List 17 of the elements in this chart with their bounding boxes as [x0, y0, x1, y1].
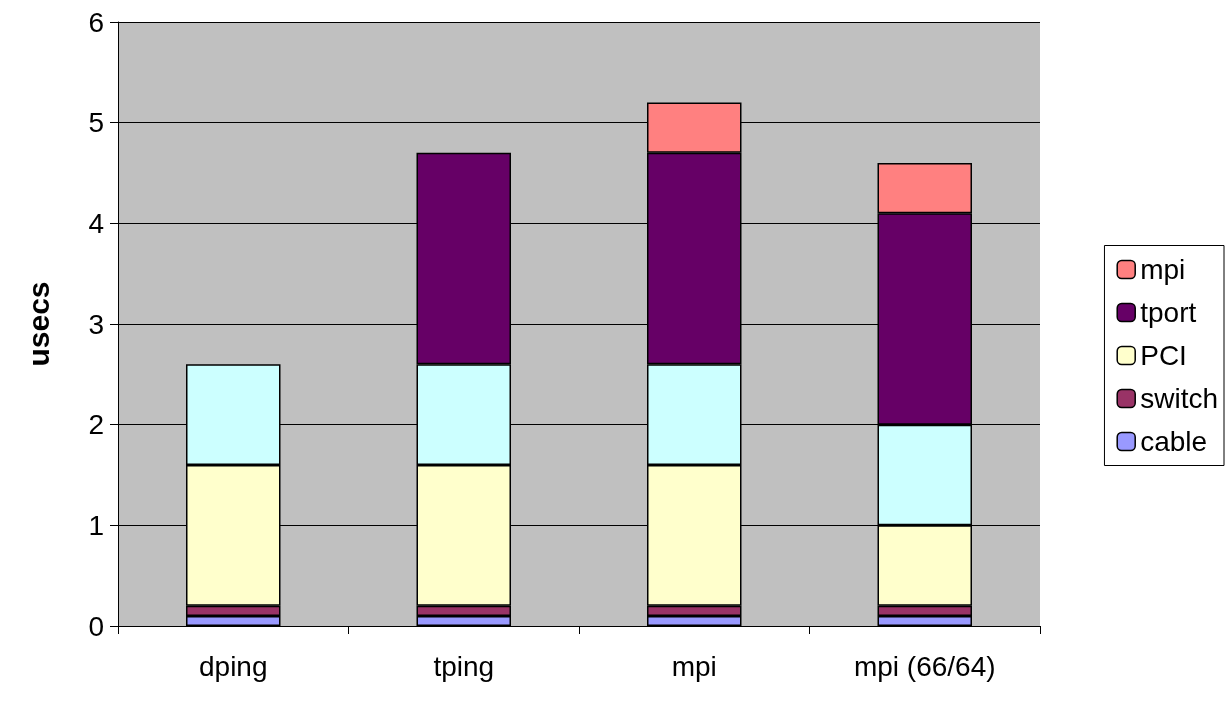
- y-tick-label: 2: [88, 409, 104, 441]
- y-tick-label: 5: [88, 107, 104, 139]
- y-tick-label: 1: [88, 509, 104, 541]
- y-tick-label: 6: [88, 6, 104, 38]
- legend-label: tport: [1140, 297, 1197, 328]
- legend-label: mpi: [1140, 254, 1186, 285]
- x-tick-label: dping: [198, 650, 268, 682]
- y-axis-title: usecs: [21, 281, 55, 367]
- y-tick-label: 4: [88, 207, 104, 239]
- legend-label: cable: [1140, 426, 1208, 457]
- legend-label: PCI: [1140, 340, 1187, 371]
- x-tick-label: mpi: [671, 650, 717, 682]
- x-tick-label: tping: [433, 650, 495, 682]
- y-tick-label: 3: [88, 308, 104, 340]
- x-tick-label: mpi (66/64): [853, 650, 996, 682]
- y-tick-label: 0: [88, 610, 104, 642]
- legend-label: switch: [1140, 383, 1218, 414]
